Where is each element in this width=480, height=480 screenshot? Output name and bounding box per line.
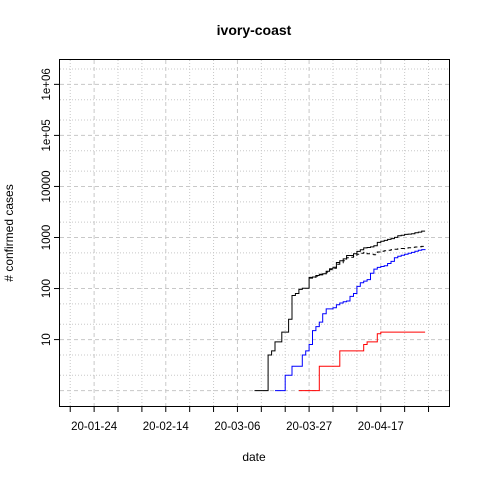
series-line-2 [309, 246, 425, 278]
y-tick-label: 1e+06 [41, 68, 53, 100]
series-line-3 [275, 249, 425, 390]
series-line-4 [299, 332, 425, 391]
x-tick-label: 20-04-17 [358, 421, 404, 433]
x-tick-label: 20-03-06 [214, 421, 260, 433]
y-tick-label: 100 [41, 279, 53, 298]
y-tick-label: 1e+05 [41, 119, 53, 151]
x-axis: 20-01-24 20-02-14 20-03-06 20-03-27 20-04-17 [70, 406, 428, 433]
chart-title: ivory-coast [217, 22, 292, 38]
y-tick-label: 10 [41, 333, 53, 346]
x-tick-label: 20-02-14 [143, 421, 190, 433]
x-axis-label: date [242, 450, 266, 464]
y-tick-label: 1000 [41, 225, 53, 251]
x-tick-label: 20-03-27 [286, 421, 332, 433]
y-axis-label: # confirmed cases [2, 184, 16, 281]
y-axis: 10 100 1000 10000 1e+05 1e+06 [41, 68, 60, 346]
grid-lines [60, 60, 449, 406]
x-tick-label: 20-01-24 [71, 421, 118, 433]
series-lines [255, 231, 426, 391]
y-tick-label: 10000 [41, 170, 53, 202]
